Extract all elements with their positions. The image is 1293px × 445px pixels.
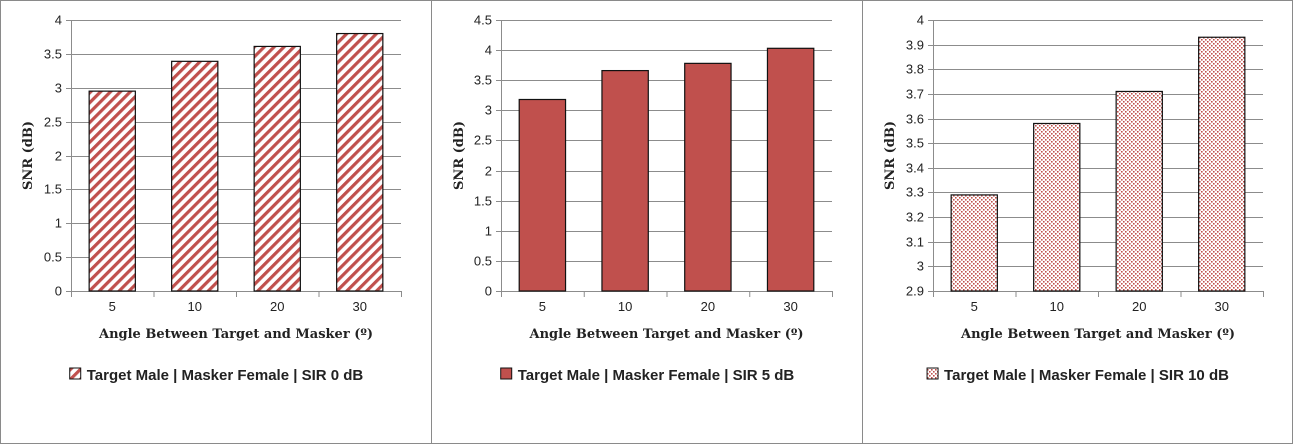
bar <box>1033 122 1081 292</box>
y-tick-label: 3.2 <box>906 210 924 225</box>
chart-sir-0: 0 0.5 1 1.5 2 2.5 3 3.5 4 5 10 20 30 Angle Between Ta… <box>21 13 402 384</box>
legend-swatch <box>500 367 513 380</box>
bar <box>518 98 567 292</box>
x-tick-label: 10 <box>188 299 202 314</box>
x-tick-label: 20 <box>270 299 284 314</box>
x-axis-title: Angle Between Target and Masker (º) <box>960 327 1235 342</box>
y-tick-label: 3 <box>55 81 62 96</box>
y-tick-label: 4.5 <box>474 13 492 28</box>
y-tick-label: 1 <box>55 216 62 231</box>
bar <box>171 60 219 292</box>
y-tick-label: 3 <box>485 103 492 118</box>
y-tick-label: 0 <box>485 284 492 299</box>
legend-label: Target Male | Masker Female | SIR 5 dB <box>518 367 795 384</box>
y-tick-label: 0.5 <box>44 250 62 265</box>
y-tick-label: 3.8 <box>906 62 924 77</box>
y-tick-label: 3.6 <box>906 112 924 127</box>
x-tick-label: 10 <box>1050 299 1064 314</box>
chart-panel-sir-0: 0 0.5 1 1.5 2 2.5 3 3.5 4 5 10 20 30 Angle Between Ta… <box>0 0 432 444</box>
legend: Target Male | Masker Female | SIR 5 dB <box>500 367 795 384</box>
chart-sir-10: 2.9 3 3.1 3.2 3.3 3.4 3.5 3.6 3.7 3.8 3.9 4 5 10 20 30 A… <box>883 13 1264 384</box>
y-tick-label: 3 <box>917 259 924 274</box>
bar <box>1198 36 1246 292</box>
x-tick-label: 20 <box>701 299 715 314</box>
y-tick-label: 3.7 <box>906 87 924 102</box>
y-tick-label: 1.5 <box>474 194 492 209</box>
x-axis-title: Angle Between Target and Masker (º) <box>528 327 803 342</box>
x-tick-label: 30 <box>1215 299 1229 314</box>
bar <box>88 90 136 292</box>
y-tick-label: 0 <box>55 284 62 299</box>
legend-swatch <box>926 367 939 380</box>
bar <box>684 62 732 292</box>
y-axis-title: SNR (dB) <box>883 121 898 190</box>
y-tick-label: 4 <box>917 13 924 28</box>
y-tick-label: 3.5 <box>906 136 924 151</box>
x-tick-label: 10 <box>618 299 632 314</box>
y-axis-title: SNR (dB) <box>21 121 36 190</box>
bar <box>766 47 815 292</box>
legend: Target Male | Masker Female | SIR 0 dB <box>69 367 364 384</box>
bar <box>253 45 301 292</box>
legend: Target Male | Masker Female | SIR 10 dB <box>926 367 1229 384</box>
legend-label: Target Male | Masker Female | SIR 10 dB <box>944 367 1229 384</box>
chart-sir-5: 0 0.5 1 1.5 2 2.5 3 3.5 4 4.5 5 10 20 30 Angle Between… <box>452 13 833 384</box>
y-tick-label: 3.9 <box>906 38 924 53</box>
y-tick-label: 3.1 <box>906 235 924 250</box>
x-tick-label: 5 <box>971 299 978 314</box>
chart-panel-sir-5: 0 0.5 1 1.5 2 2.5 3 3.5 4 4.5 5 10 20 30 Angle Between… <box>431 0 863 444</box>
bar <box>336 32 384 292</box>
x-tick-label: 30 <box>783 299 797 314</box>
y-axis-title: SNR (dB) <box>452 121 467 190</box>
y-tick-label: 3.3 <box>906 185 924 200</box>
y-tick-label: 2.9 <box>906 284 924 299</box>
y-tick-label: 2.5 <box>44 115 62 130</box>
bar <box>1115 90 1163 292</box>
y-tick-label: 2 <box>485 164 492 179</box>
y-tick-label: 1.5 <box>44 182 62 197</box>
x-tick-label: 5 <box>539 299 546 314</box>
x-axis-title: Angle Between Target and Masker (º) <box>98 327 373 342</box>
bar <box>601 69 649 292</box>
y-tick-label: 0.5 <box>474 254 492 269</box>
legend-swatch <box>69 367 82 380</box>
bar <box>950 194 998 292</box>
y-tick-label: 3.5 <box>44 47 62 62</box>
legend-label: Target Male | Masker Female | SIR 0 dB <box>87 367 364 384</box>
x-tick-label: 20 <box>1132 299 1146 314</box>
chart-panel-sir-10: 2.9 3 3.1 3.2 3.3 3.4 3.5 3.6 3.7 3.8 3.9 4 5 10 20 30 A… <box>862 0 1293 444</box>
y-tick-label: 3.4 <box>906 161 924 176</box>
y-tick-label: 4 <box>55 13 62 28</box>
x-tick-label: 30 <box>353 299 367 314</box>
x-tick-label: 5 <box>109 299 116 314</box>
y-tick-label: 2 <box>55 149 62 164</box>
y-tick-label: 3.5 <box>474 73 492 88</box>
y-tick-label: 1 <box>485 224 492 239</box>
y-tick-label: 2.5 <box>474 133 492 148</box>
y-tick-label: 4 <box>485 43 492 58</box>
